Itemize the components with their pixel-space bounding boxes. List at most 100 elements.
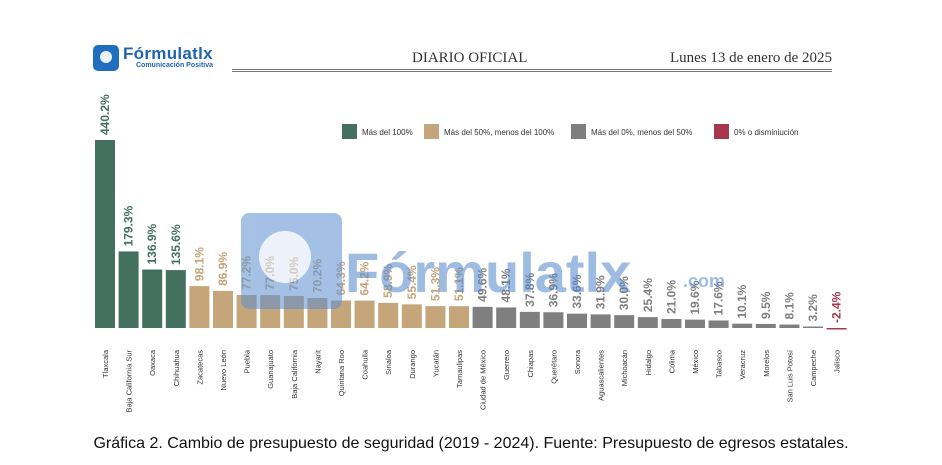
value-label: 19.6%: [688, 280, 702, 314]
bar-nuevo-león: [213, 290, 233, 328]
value-label: 51.1%: [452, 267, 466, 301]
bar-colima: [661, 319, 682, 328]
category-label: Chihuahua: [172, 349, 181, 386]
category-label: Colima: [667, 349, 676, 373]
legend-swatch: [424, 124, 439, 139]
value-label: 136.9%: [145, 224, 159, 265]
category-label: Sonora: [573, 349, 582, 374]
category-label: Hidalgo: [644, 350, 653, 375]
page-header: Fórmulatlx Comunicación Positiva DIARIO …: [90, 42, 832, 74]
chart-legend: Más del 100% Más del 50%, menos del 100% M…: [342, 124, 798, 139]
legend-swatch: [342, 124, 357, 139]
bar-zacatecas: [189, 286, 210, 328]
category-label: Baja California: [290, 349, 299, 399]
legend-swatch: [571, 124, 586, 139]
bar-morelos: [755, 323, 776, 328]
bar-san-luis-potosí: [779, 324, 800, 328]
bar-méxico: [685, 319, 705, 328]
bar-michoacán: [614, 315, 635, 328]
bar-ciudad-de-méxico: [472, 306, 493, 328]
bar-tlaxcala: [95, 140, 115, 328]
category-label: Guerrero: [502, 350, 511, 380]
bar-veracruz: [732, 323, 753, 328]
value-label: 64.2%: [358, 261, 372, 295]
value-label: 58.9%: [381, 263, 395, 297]
category-label: San Luis Potosí: [785, 349, 794, 402]
category-label: Durango: [408, 350, 417, 379]
category-label: Chiapas: [526, 350, 535, 378]
value-label: 17.6%: [712, 281, 726, 315]
logo-name: Fórmulatlx: [123, 44, 213, 63]
category-label: Baja California Sur: [125, 349, 134, 412]
category-label: Morelos: [762, 350, 771, 377]
logo: Fórmulatlx Comunicación Positiva: [90, 42, 232, 74]
bar-guerrero: [496, 307, 517, 328]
bar-tabasco: [708, 320, 729, 328]
value-label: 31.9%: [594, 275, 608, 309]
value-label: 440.2%: [98, 94, 112, 135]
category-label: Nayarit: [313, 349, 322, 374]
value-label: 10.1%: [735, 284, 749, 318]
value-label: 179.3%: [122, 205, 136, 246]
category-label: Querétaro: [549, 350, 558, 384]
value-label: -2.4%: [830, 291, 844, 323]
value-label: 36.9%: [546, 273, 560, 307]
chart-category-labels: Tlaxcala Baja California Sur Oaxaca Chihuah…: [101, 349, 842, 412]
category-label: Ciudad de México: [479, 350, 488, 410]
value-label: 49.6%: [476, 267, 490, 301]
value-label: 33.6%: [570, 274, 584, 308]
legend-label: Más del 100%: [362, 128, 413, 137]
bar-tamaulipas: [449, 306, 469, 328]
category-label: Zacatecas: [195, 350, 204, 385]
value-label: 9.5%: [759, 291, 773, 319]
bar-durango: [401, 304, 422, 328]
bar-sinaloa: [378, 302, 399, 328]
chart-caption: Gráfica 2. Cambio de presupuesto de segu…: [93, 435, 849, 452]
bar-sonora: [567, 313, 587, 328]
bar-chart: Más del 100% Más del 50%, menos del 100% M…: [95, 94, 847, 413]
value-label: 98.1%: [192, 247, 206, 281]
bar-yucatán: [425, 306, 446, 328]
value-label: 21.0%: [664, 280, 678, 314]
value-label: 25.4%: [641, 278, 655, 312]
category-label: Campeche: [809, 350, 818, 386]
bar-coahuila: [354, 300, 375, 328]
value-label: 51.3%: [428, 267, 442, 301]
value-label: 135.6%: [169, 224, 183, 265]
category-label: Yucatán: [431, 350, 440, 377]
bar-baja-california-sur: [118, 251, 139, 328]
publication-name: DIARIO OFICIAL: [412, 50, 528, 66]
logo-mark: [93, 45, 119, 71]
value-label: 55.4%: [405, 265, 419, 299]
header-rule: [232, 69, 832, 72]
value-label: 86.9%: [216, 252, 230, 286]
bar-campeche: [803, 326, 823, 328]
bar-chiapas: [519, 311, 540, 328]
category-label: Coahuila: [361, 349, 370, 379]
watermark-text: Fórmulatlx: [345, 241, 631, 304]
watermark-logo-globe: [259, 231, 311, 283]
category-label: Nuevo León: [219, 350, 228, 390]
chart-value-labels: 440.2%179.3%136.9%135.6%98.1%86.9%77.2%7…: [98, 94, 844, 323]
category-label: Aguascalientes: [597, 350, 606, 401]
category-label: Tabasco: [715, 350, 724, 378]
value-label: 48.1%: [499, 268, 513, 302]
category-label: Tamaulipas: [455, 350, 464, 388]
bar-hidalgo: [637, 317, 658, 328]
legend-label: Más del 0%, menos del 50%: [591, 128, 692, 137]
legend-label: Más del 50%, menos del 100%: [444, 128, 554, 137]
bar-jalisco: [826, 328, 847, 330]
category-label: Sinaloa: [384, 349, 393, 375]
bar-querétaro: [543, 312, 564, 328]
logo-tagline: Comunicación Positiva: [136, 62, 214, 69]
watermark-suffix: .com: [683, 271, 725, 291]
category-label: Jalisco: [833, 350, 842, 373]
watermark: Fórmulatlx .com: [241, 213, 725, 309]
category-label: Oaxaca: [148, 349, 157, 376]
value-label: 8.1%: [782, 292, 796, 320]
category-label: Quintana Roo: [337, 350, 346, 396]
bar-oaxaca: [142, 269, 163, 328]
category-label: México: [691, 350, 700, 374]
bar-chihuahua: [165, 270, 186, 328]
value-label: 30.0%: [617, 276, 631, 310]
